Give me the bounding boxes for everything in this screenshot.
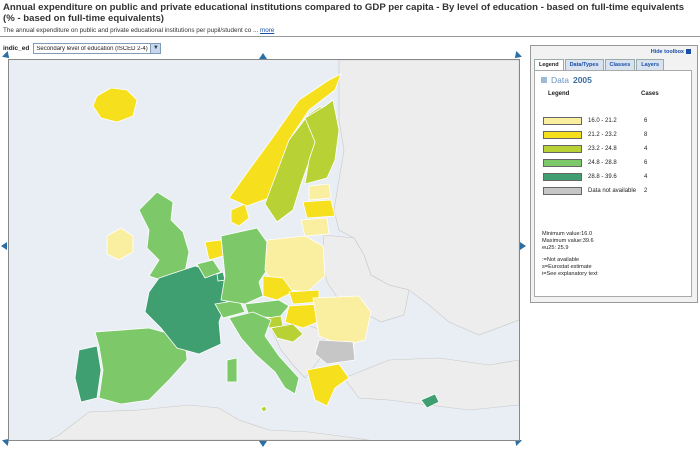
- country-portugal[interactable]: [74, 345, 102, 403]
- country-czech-republic[interactable]: [262, 275, 294, 301]
- indicator-selector: indic_ed Secondary level of education (I…: [3, 43, 162, 54]
- legend-range: Data not available: [588, 187, 637, 194]
- legend-swatch: [543, 158, 582, 167]
- page-title: Annual expenditure on public and private…: [3, 2, 685, 24]
- country-germany[interactable]: [220, 227, 268, 305]
- legend-cases: 6: [644, 159, 648, 166]
- legend-swatch: [543, 130, 582, 139]
- hide-toolbox-button[interactable]: Hide toolbox: [651, 49, 691, 55]
- legend-row: 23.2 - 24.8 4: [543, 144, 647, 153]
- country-estonia[interactable]: [308, 183, 332, 201]
- legend-swatch: [543, 144, 582, 153]
- note-eurostat-estimate: s=Eurostat estimate: [542, 264, 592, 271]
- legend-swatch: [543, 116, 582, 125]
- country-bulgaria[interactable]: [314, 339, 356, 365]
- country-greece[interactable]: [306, 363, 350, 407]
- note-explanatory: i=See explanatory text: [542, 271, 598, 278]
- legend-row: Data not available 2: [543, 186, 647, 195]
- legend-range: 28.8 - 39.6: [588, 173, 617, 180]
- legend-range: 16.0 - 21.2: [588, 117, 617, 124]
- legend-cases: 4: [644, 173, 648, 180]
- country-croatia[interactable]: [270, 323, 304, 343]
- country-iceland[interactable]: [92, 87, 138, 123]
- header-divider: [0, 36, 700, 37]
- cases-header: Cases: [641, 91, 659, 97]
- country-luxembourg[interactable]: [216, 271, 226, 282]
- country-finland[interactable]: [304, 99, 340, 185]
- page-subtitle: The annual expenditure on public and pri…: [3, 27, 274, 34]
- country-netherlands[interactable]: [204, 239, 224, 261]
- legend-range: 21.2 - 23.2: [588, 131, 617, 138]
- legend-range: 23.2 - 24.8: [588, 145, 617, 152]
- country-united-kingdom[interactable]: [138, 191, 190, 283]
- data-square-icon: [541, 77, 547, 83]
- more-link[interactable]: more: [259, 27, 275, 34]
- toolbox-panel: Hide toolbox Legend Data/Types Classes L…: [530, 45, 698, 303]
- legend-swatch: [543, 172, 582, 181]
- country-ireland[interactable]: [106, 227, 134, 261]
- subtitle-text: The annual expenditure on public and pri…: [3, 27, 259, 34]
- max-value: Maximum value:39.6: [542, 238, 594, 245]
- data-year: 2005: [572, 75, 592, 85]
- legend-stats: Minimum value:16.0 Maximum value:39.6 eu…: [542, 231, 594, 253]
- country-malta[interactable]: [260, 405, 268, 413]
- data-label: Data: [551, 75, 569, 85]
- legend-swatch: [543, 186, 582, 195]
- hide-toolbox-label: Hide toolbox: [650, 49, 684, 55]
- collapse-icon[interactable]: [686, 49, 691, 55]
- legend-content: Data 2005 Legend Cases 16.0 - 21.2 6 21.2 …: [534, 70, 692, 297]
- legend-cases: 8: [644, 131, 648, 138]
- land-north-africa: [48, 404, 370, 440]
- pan-right-arrow-icon[interactable]: [520, 242, 526, 250]
- legend-row: 16.0 - 21.2 6: [543, 116, 647, 125]
- legend-cases: 2: [644, 187, 648, 194]
- pan-left-arrow-icon[interactable]: [1, 242, 7, 250]
- country-belgium[interactable]: [196, 259, 222, 279]
- pan-up-arrow-icon[interactable]: [259, 53, 267, 59]
- tab-data-types[interactable]: Data/Types: [564, 59, 604, 70]
- country-romania[interactable]: [312, 295, 372, 347]
- legend-row: 28.8 - 39.6 4: [543, 172, 647, 181]
- europe-map[interactable]: [8, 59, 520, 441]
- country-cyprus[interactable]: [420, 393, 440, 409]
- tab-classes[interactable]: Classes: [604, 59, 636, 70]
- eu25-value: eu25: 25.9: [542, 245, 569, 252]
- tab-layers[interactable]: Layers: [636, 59, 665, 70]
- selector-label: indic_ed: [3, 45, 30, 52]
- country-latvia[interactable]: [302, 199, 336, 219]
- legend-cases: 4: [644, 145, 648, 152]
- legend-row: 21.2 - 23.2 8: [543, 130, 647, 139]
- country-denmark[interactable]: [230, 203, 250, 227]
- legend-row: 24.8 - 28.8 6: [543, 158, 647, 167]
- pan-down-arrow-icon[interactable]: [259, 441, 267, 447]
- land-turkey: [343, 357, 519, 411]
- country-lithuania[interactable]: [300, 217, 330, 237]
- indicator-dropdown[interactable]: Secondary level of education (ISCED 2-4)…: [33, 43, 162, 54]
- dropdown-value: Secondary level of education (ISCED 2-4): [36, 45, 148, 52]
- legend-range: 24.8 - 28.8: [588, 159, 617, 166]
- note-not-available: :=Not available: [542, 257, 580, 263]
- data-year-heading: Data 2005: [541, 75, 592, 85]
- country-italy[interactable]: [228, 311, 300, 395]
- legend-cases: 6: [644, 117, 648, 124]
- map-svg: [48, 60, 519, 440]
- legend-notes: :=Not available s=Eurostat estimate i=Se…: [542, 257, 598, 279]
- min-value: Minimum value:16.0: [542, 231, 593, 237]
- tab-legend[interactable]: Legend: [534, 59, 564, 70]
- country-sardinia[interactable]: [226, 357, 238, 383]
- legend-header: Legend: [548, 91, 570, 97]
- toolbox-tabs: Legend Data/Types Classes Layers: [534, 59, 665, 70]
- chevron-down-icon[interactable]: ▼: [150, 44, 161, 53]
